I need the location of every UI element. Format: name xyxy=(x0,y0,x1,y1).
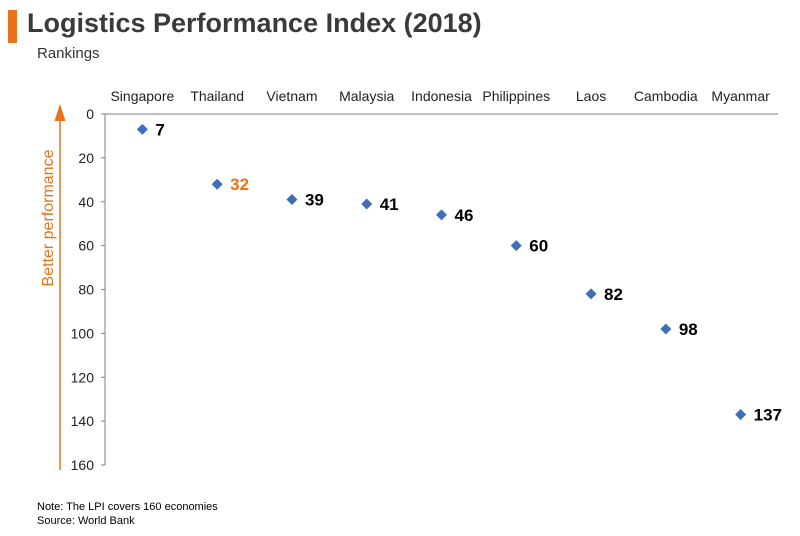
y-tick-label: 20 xyxy=(78,150,94,166)
data-point-marker xyxy=(136,123,148,135)
up-arrow-icon xyxy=(54,104,66,121)
y-tick-label: 100 xyxy=(71,325,95,341)
data-point-marker xyxy=(286,194,298,206)
note-text: Note: The LPI covers 160 economies xyxy=(37,501,218,513)
chart-subtitle: Rankings xyxy=(37,45,100,62)
data-label: 137 xyxy=(754,406,782,425)
data-label: 7 xyxy=(155,120,164,139)
data-label: 82 xyxy=(604,285,623,304)
data-label: 32 xyxy=(230,175,249,194)
y-tick-label: 140 xyxy=(71,413,95,429)
data-label: 39 xyxy=(305,191,324,210)
x-category-label: Thailand xyxy=(190,88,244,104)
data-point-marker xyxy=(211,178,223,190)
data-point-marker xyxy=(660,323,672,335)
data-point-marker xyxy=(735,409,747,421)
x-category-label: Indonesia xyxy=(411,88,472,104)
chart-title: Logistics Performance Index (2018) xyxy=(27,8,482,38)
x-category-label: Cambodia xyxy=(634,88,698,104)
y-tick-label: 160 xyxy=(71,457,95,473)
x-category-label: Malaysia xyxy=(339,88,394,104)
footnotes: Note: The LPI covers 160 economies Sourc… xyxy=(37,500,218,528)
data-point-marker xyxy=(585,288,597,300)
y-tick-label: 60 xyxy=(78,238,94,254)
data-label: 98 xyxy=(679,320,698,339)
title-accent-bar xyxy=(8,10,17,43)
x-category-label: Philippines xyxy=(482,88,550,104)
data-label: 60 xyxy=(529,237,548,256)
y-tick-label: 120 xyxy=(71,369,95,385)
x-category-label: Singapore xyxy=(110,88,174,104)
data-label: 41 xyxy=(380,195,399,214)
data-label: 46 xyxy=(455,206,474,225)
data-point-marker xyxy=(436,209,447,221)
y-tick-label: 0 xyxy=(86,106,94,122)
x-category-label: Vietnam xyxy=(266,88,317,104)
y-axis-label: Better performance xyxy=(40,149,57,286)
data-point-marker xyxy=(361,198,373,210)
x-category-label: Myanmar xyxy=(711,88,770,104)
x-category-label: Laos xyxy=(576,88,606,104)
y-tick-label: 80 xyxy=(78,282,94,298)
data-point-marker xyxy=(510,240,522,252)
source-text: Source: World Bank xyxy=(37,515,135,527)
y-tick-label: 40 xyxy=(78,194,94,210)
